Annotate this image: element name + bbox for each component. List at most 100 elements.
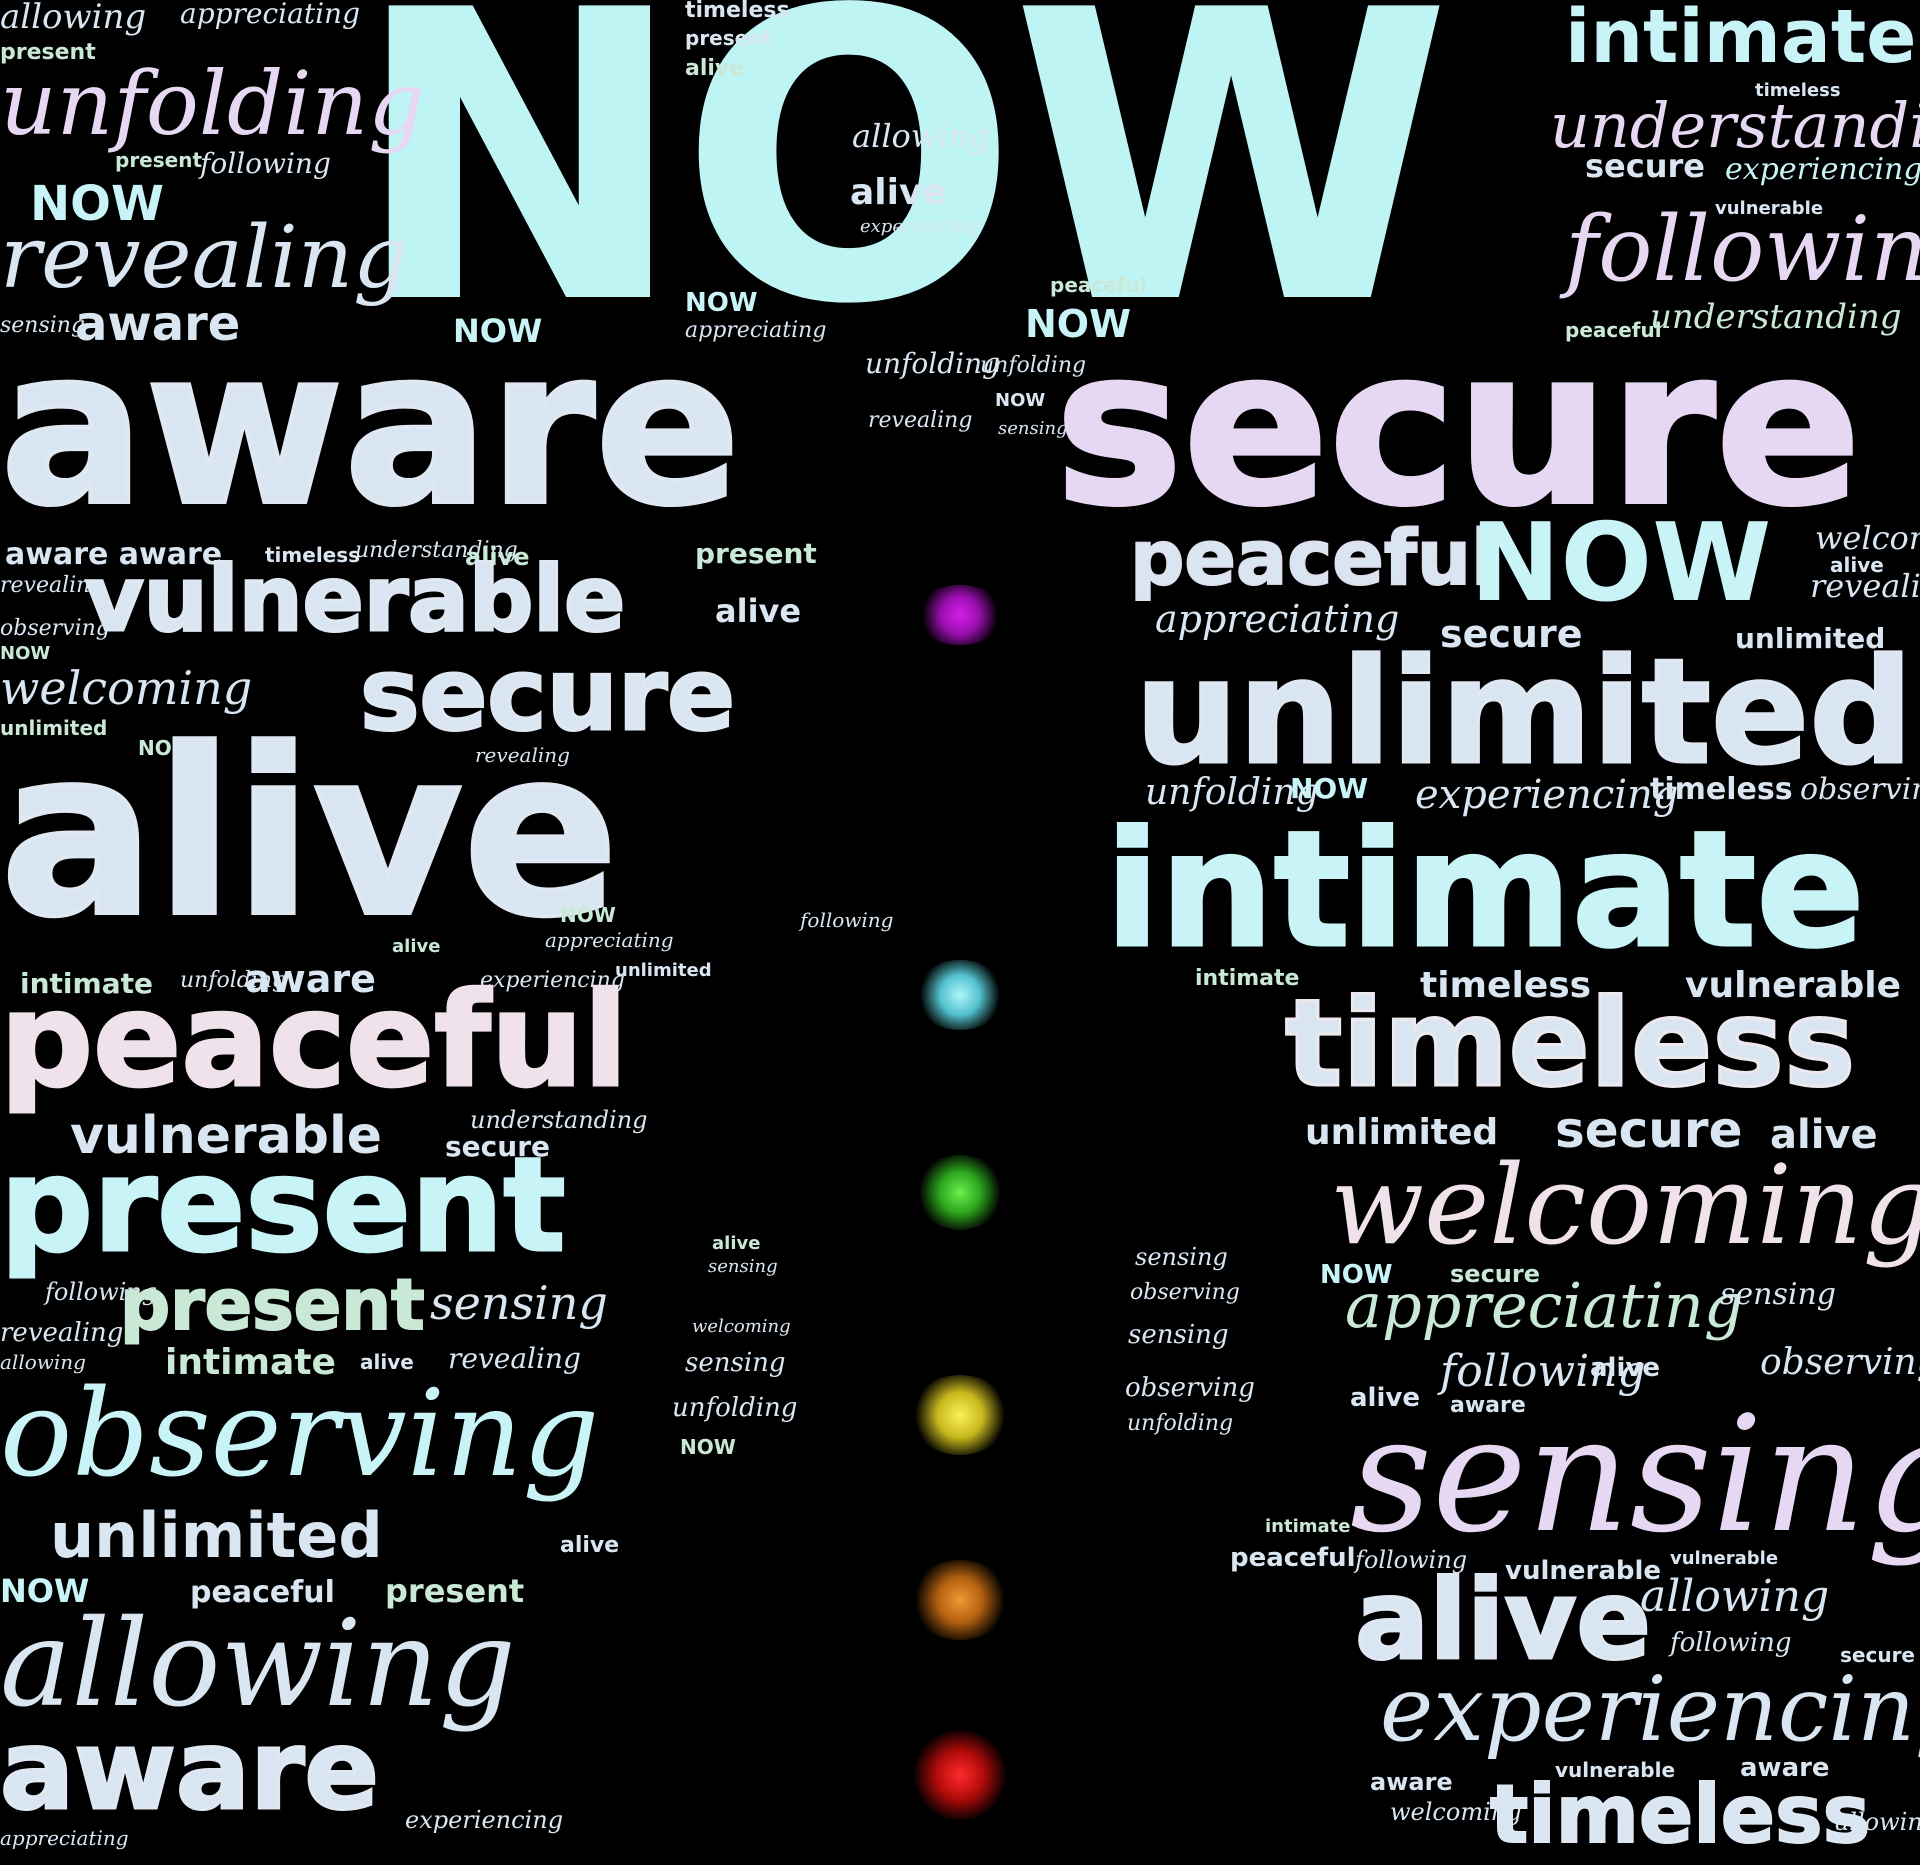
word-following: following [800, 908, 894, 932]
word-allowing-large: allowing [0, 1595, 516, 1734]
title-now: NOW [352, 0, 1452, 392]
word-aware: aware [1370, 1768, 1453, 1796]
chakra-orb-solar [910, 1375, 1010, 1455]
word-secure: secure [1840, 1643, 1915, 1667]
word-understanding: understanding [1550, 89, 1920, 162]
word-appreciating: appreciating [0, 1826, 129, 1850]
word-intimate-large: intimate [1104, 796, 1867, 983]
word-present: present [115, 148, 203, 172]
word-intimate: intimate [20, 967, 153, 1000]
word-aware-aware: aware aware [5, 537, 223, 572]
word-allowing: allowing [1640, 1571, 1830, 1622]
word-timeless: timeless [1755, 80, 1841, 101]
word-understanding: understanding [355, 538, 518, 563]
word-present: present [385, 1572, 525, 1610]
word-sensing: sensing [708, 1256, 778, 1277]
word-alive: alive [1590, 1353, 1660, 1383]
word-allowing: allowing [1835, 1808, 1920, 1836]
word-welcoming: welcoming [1390, 1798, 1522, 1826]
word-now: NOW [995, 390, 1046, 411]
word-experiencing: experiencing [1415, 772, 1679, 818]
word-appreciating: appreciating [1155, 597, 1400, 641]
word-sensing: sensing [1128, 1320, 1229, 1350]
word-unfolding: unfolding [865, 347, 1001, 380]
word-secure-large: secure [1053, 302, 1863, 553]
word-timeless: timeless [1489, 1768, 1871, 1861]
word-present: present [685, 26, 773, 50]
word-secure: secure [1585, 147, 1705, 185]
word-secure: secure [445, 1130, 550, 1163]
word-welcoming: welcoming [1330, 1141, 1920, 1269]
word-experiencing: experiencing [1725, 152, 1920, 187]
word-observing: observing [0, 616, 110, 641]
word-now: NOW [560, 903, 616, 927]
word-alive: alive [360, 1350, 414, 1374]
word-vulnerable: vulnerable [1555, 1758, 1676, 1782]
chakra-orb-throat [915, 960, 1005, 1030]
word-intimate: intimate [1195, 966, 1300, 991]
word-now: NOW [0, 1572, 90, 1610]
chakra-orb-heart [915, 1155, 1005, 1230]
word-alive-large: alive [0, 701, 621, 968]
word-now: NOW [453, 312, 543, 350]
word-welcoming: welcoming [692, 1316, 791, 1337]
word-now: NOW [1290, 772, 1369, 805]
word-allowing: allowing [0, 1350, 86, 1374]
word-understanding: understanding [470, 1106, 648, 1134]
word-now: NOW [680, 1435, 736, 1459]
word-sensing: sensing [0, 313, 86, 338]
word-experiencing: experiencing [480, 968, 625, 993]
word-now: NOW [1320, 1260, 1393, 1290]
word-aware: aware [1450, 1393, 1526, 1418]
word-sensing: sensing [685, 1348, 786, 1378]
word-experiencing: experiencing [860, 216, 979, 237]
word-allowing: allowing [0, 0, 147, 37]
word-vulnerable: vulnerable [70, 1106, 383, 1166]
word-timeless-large: timeless [1283, 975, 1856, 1114]
word-following: following [1440, 1346, 1646, 1397]
word-sensing: sensing [998, 418, 1068, 439]
word-unfolding: unfolding [980, 353, 1087, 378]
word-peaceful: peaceful [190, 1575, 335, 1610]
word-sensing: sensing [1720, 1277, 1836, 1312]
word-alive: alive [465, 543, 530, 571]
word-experiencing: experiencing [405, 1806, 564, 1834]
word-vulnerable: vulnerable [1505, 1556, 1662, 1586]
word-timeless: timeless [685, 0, 790, 23]
word-revealing: revealing [448, 1342, 581, 1375]
word-secure: secure [1440, 612, 1583, 656]
word-following: following [1355, 1546, 1468, 1574]
word-present: present [119, 1264, 426, 1346]
word-now: NOW [0, 643, 51, 664]
word-experiencing-large: experiencing [1380, 1657, 1920, 1762]
word-alive: alive [850, 172, 947, 213]
word-observing-large: observing [0, 1365, 600, 1504]
word-timeless: timeless [1650, 772, 1793, 807]
word-unlimited: unlimited [615, 960, 712, 981]
word-unlimited: unlimited [0, 716, 108, 740]
word-observing: observing [1760, 1342, 1920, 1383]
word-now: NOW [1025, 302, 1132, 346]
chakra-orb-crown [915, 585, 1005, 645]
word-unlimited: unlimited [50, 1499, 383, 1572]
chakra-orb-root [910, 1730, 1010, 1820]
word-following: following [1565, 197, 1920, 302]
word-aware: aware [75, 296, 241, 352]
word-unfolding: unfolding [0, 52, 425, 155]
word-now: NOW [30, 176, 164, 232]
word-alive: alive [1350, 1383, 1420, 1413]
word-observing: observing [1130, 1280, 1240, 1305]
word-alive: alive [1770, 1112, 1878, 1158]
chakra-orb-sacral [910, 1560, 1010, 1640]
word-present-large: present [0, 1129, 567, 1281]
word-peaceful: peaceful [1230, 1543, 1356, 1573]
word-revealing: revealing [475, 743, 570, 767]
word-intimate: intimate [165, 1342, 336, 1383]
word-alive: alive [392, 936, 441, 957]
word-revealing: revealing [868, 408, 973, 433]
word-unlimited-large: unlimited [1133, 628, 1914, 797]
word-welcoming: welcoming [1815, 519, 1920, 557]
word-vulnerable: vulnerable [1670, 1548, 1779, 1569]
word-secure: secure [1555, 1101, 1743, 1159]
